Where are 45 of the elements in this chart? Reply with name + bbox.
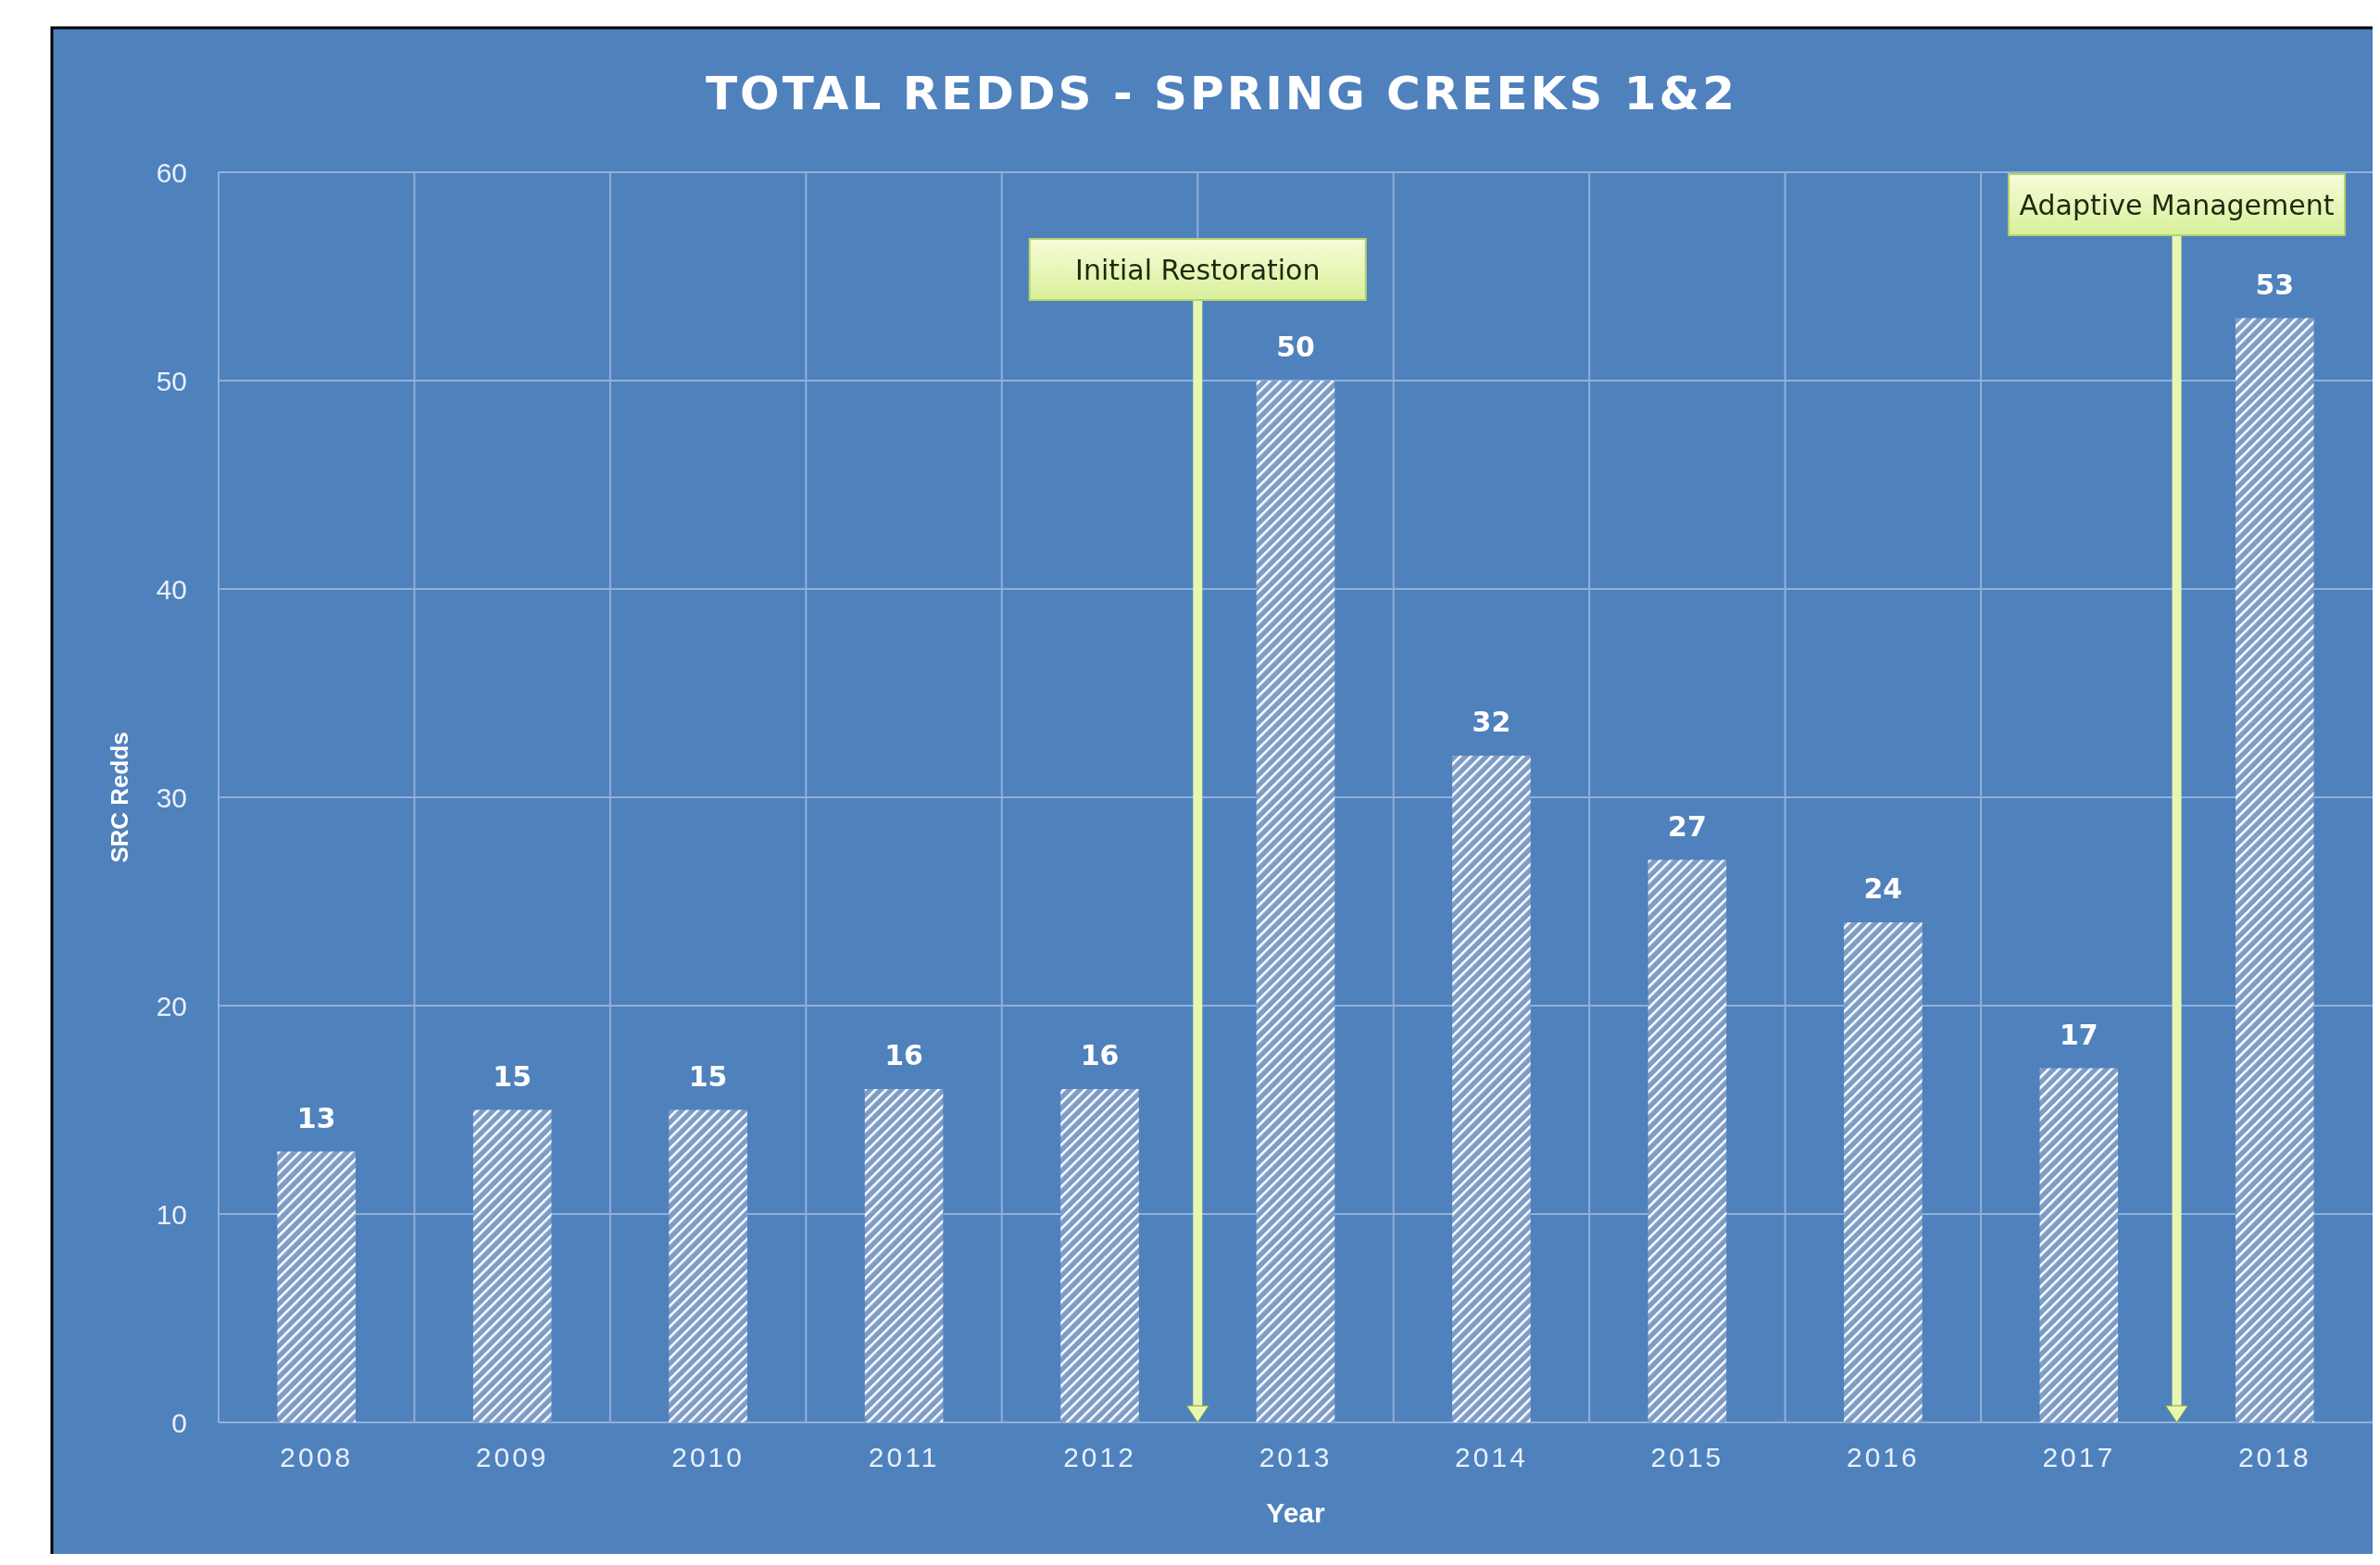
bar (1647, 859, 1727, 1422)
bar (1256, 381, 1335, 1422)
x-tick-label: 2015 (1650, 1442, 1724, 1472)
x-tick-label: 2008 (280, 1442, 354, 1472)
x-axis-title: Year (1266, 1497, 1326, 1528)
data-label: 32 (1472, 706, 1511, 738)
y-tick-label: 30 (156, 782, 187, 813)
data-label: 16 (884, 1039, 923, 1071)
bar (2039, 1068, 2119, 1422)
bar (864, 1089, 944, 1422)
data-label: 17 (2059, 1018, 2098, 1051)
data-label: 15 (493, 1059, 532, 1093)
data-label: 53 (2255, 268, 2295, 301)
bar (1452, 756, 1531, 1422)
x-tick-label: 2013 (1259, 1442, 1333, 1472)
ref-line-label: Initial Restoration (1075, 253, 1321, 286)
y-tick-label: 10 (156, 1198, 187, 1230)
y-tick-label: 50 (156, 365, 187, 396)
data-label: 16 (1080, 1039, 1120, 1071)
bar (2235, 318, 2314, 1422)
data-label: 50 (1276, 331, 1315, 363)
y-tick-label: 40 (156, 573, 187, 605)
bar (277, 1151, 357, 1422)
data-label: 24 (1863, 872, 1903, 905)
x-tick-label: 2014 (1455, 1442, 1528, 1472)
y-tick-label: 60 (156, 156, 187, 188)
bar (1060, 1089, 1139, 1422)
data-label: 15 (688, 1059, 728, 1093)
y-tick-label: 20 (156, 990, 187, 1021)
y-tick-label: 0 (171, 1407, 187, 1438)
x-tick-label: 2009 (475, 1442, 549, 1472)
bar (472, 1109, 552, 1422)
x-tick-label: 2010 (671, 1442, 745, 1472)
bar (669, 1109, 747, 1422)
y-axis-title: SRC Redds (106, 732, 133, 863)
bar (1844, 922, 1923, 1422)
x-tick-label: 2012 (1063, 1442, 1136, 1472)
data-label: 13 (296, 1101, 336, 1134)
x-tick-label: 2017 (2042, 1442, 2116, 1472)
x-tick-label: 2011 (868, 1442, 940, 1472)
x-tick-label: 2018 (2237, 1442, 2311, 1472)
chart-title: TOTAL REDDS - SPRING CREEKS 1&2 (706, 67, 1737, 120)
data-label: 27 (1668, 809, 1707, 843)
x-tick-label: 2016 (1846, 1442, 1920, 1472)
ref-line-label: Adaptive Management (2019, 188, 2335, 221)
